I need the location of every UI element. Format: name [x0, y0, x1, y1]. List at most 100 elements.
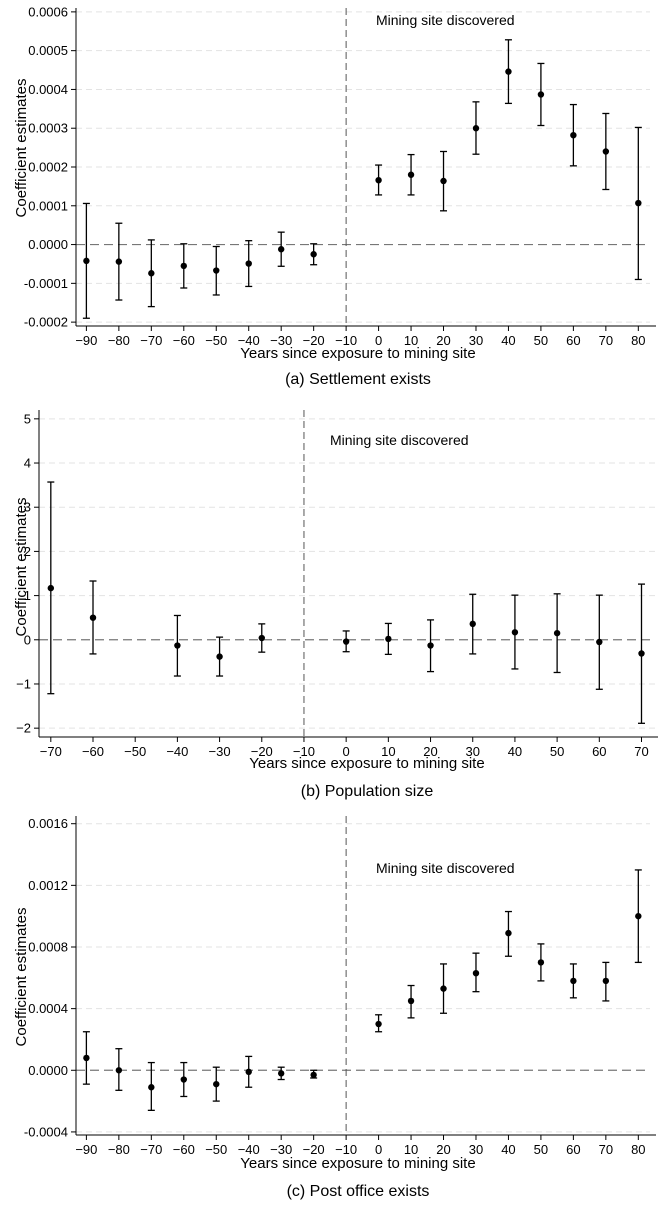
panel-a-xtick-label: −70 — [140, 333, 162, 348]
panel-b-point — [258, 634, 265, 642]
panel-b-point — [469, 620, 476, 628]
panel-c-yticks: -0.0004 0.0000 0.0004 0.0008 0.0012 0.0016 — [24, 816, 76, 1139]
panel-b-point — [638, 650, 645, 657]
panel-c-xtick-label: −90 — [75, 1142, 97, 1157]
panel-a-ytick-label: 0.0005 — [28, 43, 68, 58]
panel-a-estimate — [440, 150, 448, 212]
panel-c-point — [245, 1068, 252, 1076]
panel-b-xticks: −70 −60 −50 −40 −30 −20 −10 0 10 20 30 40 50 60 70 — [40, 737, 649, 759]
panel-b-xtick-label: 30 — [465, 744, 479, 759]
panel-a-estimate — [82, 202, 90, 319]
panel-b-estimate — [469, 593, 477, 655]
panel-a-point — [148, 270, 155, 277]
panel-a-point — [245, 260, 252, 267]
panel-b-point — [216, 653, 223, 660]
panel-b-estimate — [173, 614, 181, 677]
panel-c-ylabel: Coefficient estimates — [13, 908, 30, 1047]
panel-a-xtick-label: 60 — [566, 333, 580, 348]
panel-a-point — [115, 258, 123, 265]
panel-b-yticks: −2 −1 0 1 2 3 4 5 — [16, 411, 39, 736]
panel-b-points — [47, 481, 645, 724]
panel-b-estimate — [511, 594, 519, 670]
panel-c-estimate — [569, 963, 577, 999]
panel-a-estimate — [504, 39, 512, 105]
panel-c-xtick-label: 70 — [599, 1142, 613, 1157]
panel-a: −90 −80 −70 −60 −50 −40 −30 −20 −10 0 10 20 30 40 50 60… — [13, 4, 656, 388]
panel-b-estimate — [427, 619, 435, 673]
panel-b-point — [427, 642, 434, 649]
panel-c-point — [407, 997, 415, 1005]
panel-c-estimate — [245, 1055, 253, 1088]
panel-b-ytick-label: −1 — [16, 676, 31, 691]
panel-a-xticks: −90 −80 −70 −60 −50 −40 −30 −20 −10 0 10 20 30 40 50 60… — [75, 326, 646, 348]
panel-c-point — [115, 1067, 123, 1074]
panel-a-estimate — [147, 239, 155, 308]
panel-b-estimate — [595, 594, 603, 690]
panel-a-xtick-label: −90 — [75, 333, 97, 348]
panel-b-ylabel: Coefficient estimates — [13, 498, 30, 637]
panel-c-point — [148, 1084, 155, 1091]
panel-c-estimate — [472, 952, 480, 993]
panel-a-point — [375, 176, 382, 184]
panel-c-estimate — [212, 1066, 220, 1102]
panel-c-estimate — [180, 1061, 188, 1098]
panel-c-ytick-label: 0.0012 — [28, 878, 68, 893]
panel-c-estimate — [115, 1048, 123, 1091]
panel-c-point — [570, 977, 577, 985]
panel-a-estimate — [407, 153, 415, 196]
panel-a-point — [407, 171, 415, 178]
panel-a-xtick-label: 10 — [404, 333, 418, 348]
panel-b-point — [89, 614, 97, 621]
panel-a-point — [570, 132, 577, 139]
panel-a-annotation: Mining site discovered — [376, 12, 515, 28]
panel-b-xtick-label: −50 — [124, 744, 146, 759]
panel-a-xtick-label: −60 — [173, 333, 195, 348]
panel-b-grid — [39, 418, 655, 729]
panel-a-ytick-label: 0.0001 — [28, 198, 68, 213]
panel-a-point — [505, 68, 512, 75]
panel-c-estimate — [537, 943, 545, 982]
panel-a-point — [83, 257, 90, 265]
panel-b-xtick-label: −60 — [82, 744, 104, 759]
panel-c-point — [472, 969, 480, 977]
panel-a-xtick-label: 20 — [436, 333, 450, 348]
panel-b-xtick-label: 50 — [550, 744, 564, 759]
panel-a-point — [440, 177, 447, 185]
panel-c-axes — [75, 816, 656, 1136]
panel-c-xtick-label: 10 — [404, 1142, 418, 1157]
panel-c-point — [180, 1076, 187, 1083]
panel-a-point — [277, 246, 285, 253]
panel-c-xtick-label: 50 — [534, 1142, 548, 1157]
panel-c: −90 −80 −70 −60 −50 −40 −30 −20 −10 0 10 20 30 40 50 60… — [13, 816, 656, 1200]
panel-a-point — [180, 262, 187, 270]
panel-b-point — [174, 642, 181, 649]
panel-c-xtick-label: 0 — [375, 1142, 382, 1157]
panel-b-point — [553, 629, 561, 637]
panel-a-point — [213, 267, 220, 274]
panel-b-xtick-label: 20 — [423, 744, 437, 759]
panel-c-caption: (c) Post office exists — [287, 1183, 430, 1200]
panel-b-estimate — [216, 636, 224, 677]
panel-c-estimate — [440, 963, 448, 1014]
panel-c-point — [537, 959, 545, 966]
panel-c-point — [310, 1071, 317, 1079]
panel-a-estimate — [472, 101, 480, 155]
panel-a-xtick-label: −80 — [108, 333, 130, 348]
panel-c-xlabel: Years since exposure to mining site — [240, 1155, 475, 1172]
panel-b: −70 −60 −50 −40 −30 −20 −10 0 10 20 30 40 50 60 70 −2−… — [13, 410, 658, 800]
panel-c-estimate — [147, 1061, 155, 1111]
panel-a-estimate — [212, 245, 220, 296]
panel-b-annotation: Mining site discovered — [330, 432, 469, 448]
panel-a-xtick-label: 30 — [469, 333, 483, 348]
panel-b-xlabel: Years since exposure to mining site — [249, 755, 484, 772]
panel-b-ytick-label: 3 — [24, 500, 31, 515]
panel-a-ytick-label: 0.0003 — [28, 121, 68, 136]
panel-a-ytick-label: -0.0001 — [24, 276, 68, 291]
panel-a-estimate — [310, 243, 318, 266]
panel-c-xtick-label: −10 — [335, 1142, 357, 1157]
panel-a-xtick-label: −20 — [303, 333, 325, 348]
panel-a-ytick-label: 0.0002 — [28, 160, 68, 175]
panel-c-estimate — [504, 910, 512, 957]
panel-c-estimate — [634, 869, 642, 964]
